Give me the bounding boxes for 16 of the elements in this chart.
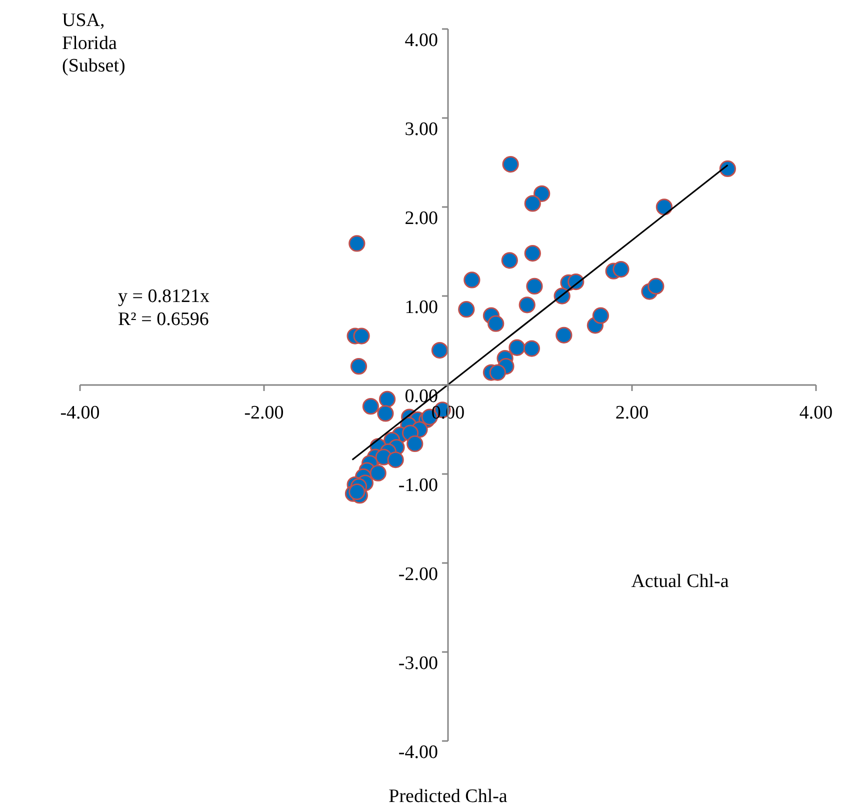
x-tick-label: -2.00 [244,402,284,424]
y-tick-label: 1.00 [404,297,438,318]
y-tick-label: -3.00 [398,653,438,674]
y-tick-label: -4.00 [398,742,438,764]
y-tick-label: 2.00 [404,208,438,230]
x-axis-title: Predicted Chl-a [388,786,508,807]
x-tick-label: 2.00 [615,402,649,424]
y-axis-title: Actual Chl-a [631,571,730,592]
annotation: USA, Florida (Subset) [62,10,126,77]
y-tick-label: 4.00 [404,30,438,52]
y-tick-label: -2.00 [398,564,438,586]
annotation: y = 0.8121x R² = 0.6596 [118,286,210,330]
x-tick-label: 4.00 [799,402,833,424]
x-tick-label: -4.00 [60,402,100,424]
y-tick-label: -1.00 [398,475,438,496]
y-tick-label: 3.00 [404,119,438,140]
